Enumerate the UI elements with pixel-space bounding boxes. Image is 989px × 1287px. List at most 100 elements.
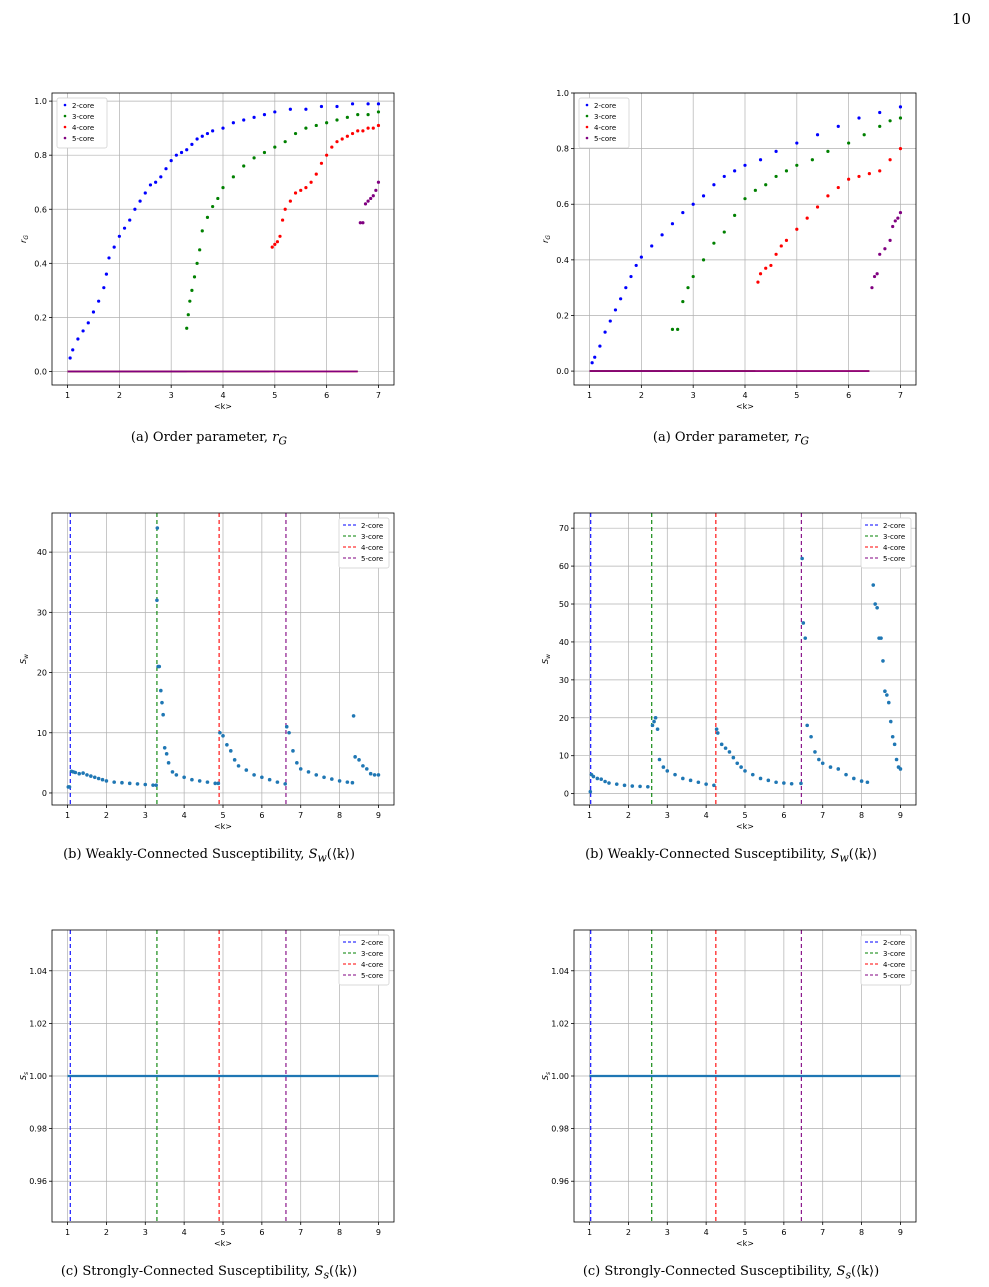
series-2-core: [590, 105, 903, 365]
data-point: [260, 775, 264, 780]
x-tick-label: 9: [898, 1228, 903, 1237]
legend-item-4-core: 4-core: [865, 544, 905, 552]
data-point: [366, 199, 370, 203]
x-tick-label: 1: [587, 1228, 592, 1237]
data-point: [815, 205, 820, 209]
data-point: [898, 147, 903, 151]
data-point: [309, 180, 313, 184]
x-tick-label: 6: [781, 811, 786, 820]
data-point: [97, 299, 101, 303]
legend-item-5-core: 5-core: [865, 972, 905, 980]
data-point: [252, 773, 256, 777]
data-point: [803, 636, 808, 640]
data-point: [91, 310, 96, 314]
legend-item-2-core: 2-core: [865, 522, 905, 530]
x-tick-label: 5: [220, 1228, 225, 1237]
data-point: [878, 252, 882, 256]
data-point: [195, 261, 199, 265]
data-point: [376, 123, 381, 128]
data-point: [221, 186, 225, 190]
data-point: [898, 767, 903, 771]
chart-weak-susceptibility-right: 1 2 3 4 5 6 7 8 9 0 10 20 30 40 50 60 70 <k> Sw 2-core 3-cor…: [541, 512, 917, 831]
data-point: [337, 779, 342, 783]
y-tick-label: 10: [37, 729, 47, 738]
data-point: [892, 742, 897, 747]
data-point: [232, 758, 237, 762]
susceptibility-points: [588, 556, 903, 794]
data-point: [820, 761, 825, 766]
data-point: [345, 115, 349, 119]
data-point: [211, 204, 215, 209]
data-point: [881, 659, 885, 663]
data-point: [195, 137, 199, 141]
data-point: [758, 776, 763, 781]
legend-item-2-core: 2-core: [343, 939, 383, 947]
data-point: [127, 781, 132, 786]
data-point: [722, 230, 726, 234]
data-point: [319, 104, 324, 109]
data-point: [299, 188, 303, 192]
data-point: [743, 163, 747, 167]
x-tick-label: 7: [820, 811, 825, 820]
data-point: [200, 229, 204, 233]
data-point: [595, 776, 600, 781]
data-point: [885, 693, 889, 697]
data-point: [847, 141, 851, 145]
data-point: [598, 344, 602, 348]
data-point: [335, 140, 339, 144]
legend-label: 2-core: [361, 522, 383, 530]
data-point: [319, 161, 324, 165]
x-tick-label: 9: [898, 811, 903, 820]
x-tick-label: 6: [846, 391, 851, 400]
data-point: [603, 779, 607, 784]
data-point: [613, 308, 618, 312]
data-point: [813, 750, 817, 754]
series-5-core: [870, 210, 903, 290]
data-point: [262, 150, 267, 155]
data-point: [376, 110, 381, 114]
data-point: [68, 356, 72, 360]
legend-box: [338, 934, 390, 986]
data-point: [216, 196, 220, 201]
y-axis-label-subscript: G: [545, 235, 552, 240]
data-point: [304, 107, 308, 111]
legend-item-2-core: 2-core: [865, 939, 905, 947]
data-point: [894, 757, 899, 762]
chart-order-parameter-right: 1 2 3 4 5 6 7 0.0 0.2 0.4 0.6 0.8 1.0 <k> rG 2-core 3-co…: [541, 89, 917, 411]
data-point: [665, 769, 670, 773]
legend-item-4-core: 4-core: [585, 124, 616, 132]
caption-strong-susceptibility-right: (c) Strongly-Connected Susceptibility, S…: [582, 1264, 880, 1282]
x-tick-label: 6: [781, 1228, 786, 1237]
data-point: [624, 286, 628, 290]
data-point: [696, 780, 701, 785]
data-point: [817, 757, 821, 762]
data-point: [322, 775, 326, 780]
data-point: [888, 119, 892, 123]
x-tick-label: 2: [639, 391, 644, 400]
data-point: [164, 752, 169, 756]
data-point: [340, 137, 344, 141]
data-point: [852, 776, 856, 781]
data-point: [314, 773, 319, 777]
data-point: [155, 598, 159, 603]
data-point: [154, 783, 158, 787]
data-point: [298, 767, 303, 771]
data-point: [350, 780, 355, 785]
legend-label: 2-core: [361, 939, 383, 947]
data-point: [815, 133, 820, 137]
legend-label: 4-core: [72, 124, 94, 132]
data-point: [128, 218, 132, 222]
data-point: [750, 772, 755, 777]
data-point: [766, 778, 771, 783]
data-point: [805, 216, 809, 220]
x-tick-label: 5: [272, 391, 277, 400]
data-point: [805, 723, 809, 728]
data-point: [701, 194, 706, 198]
legend-label: 3-core: [594, 113, 616, 121]
data-point: [652, 719, 656, 724]
legend-item-5-core: 5-core: [585, 135, 616, 143]
y-tick-label: 0.8: [34, 151, 47, 160]
data-point: [898, 105, 903, 109]
data-point: [213, 781, 218, 786]
data-point: [719, 742, 724, 747]
